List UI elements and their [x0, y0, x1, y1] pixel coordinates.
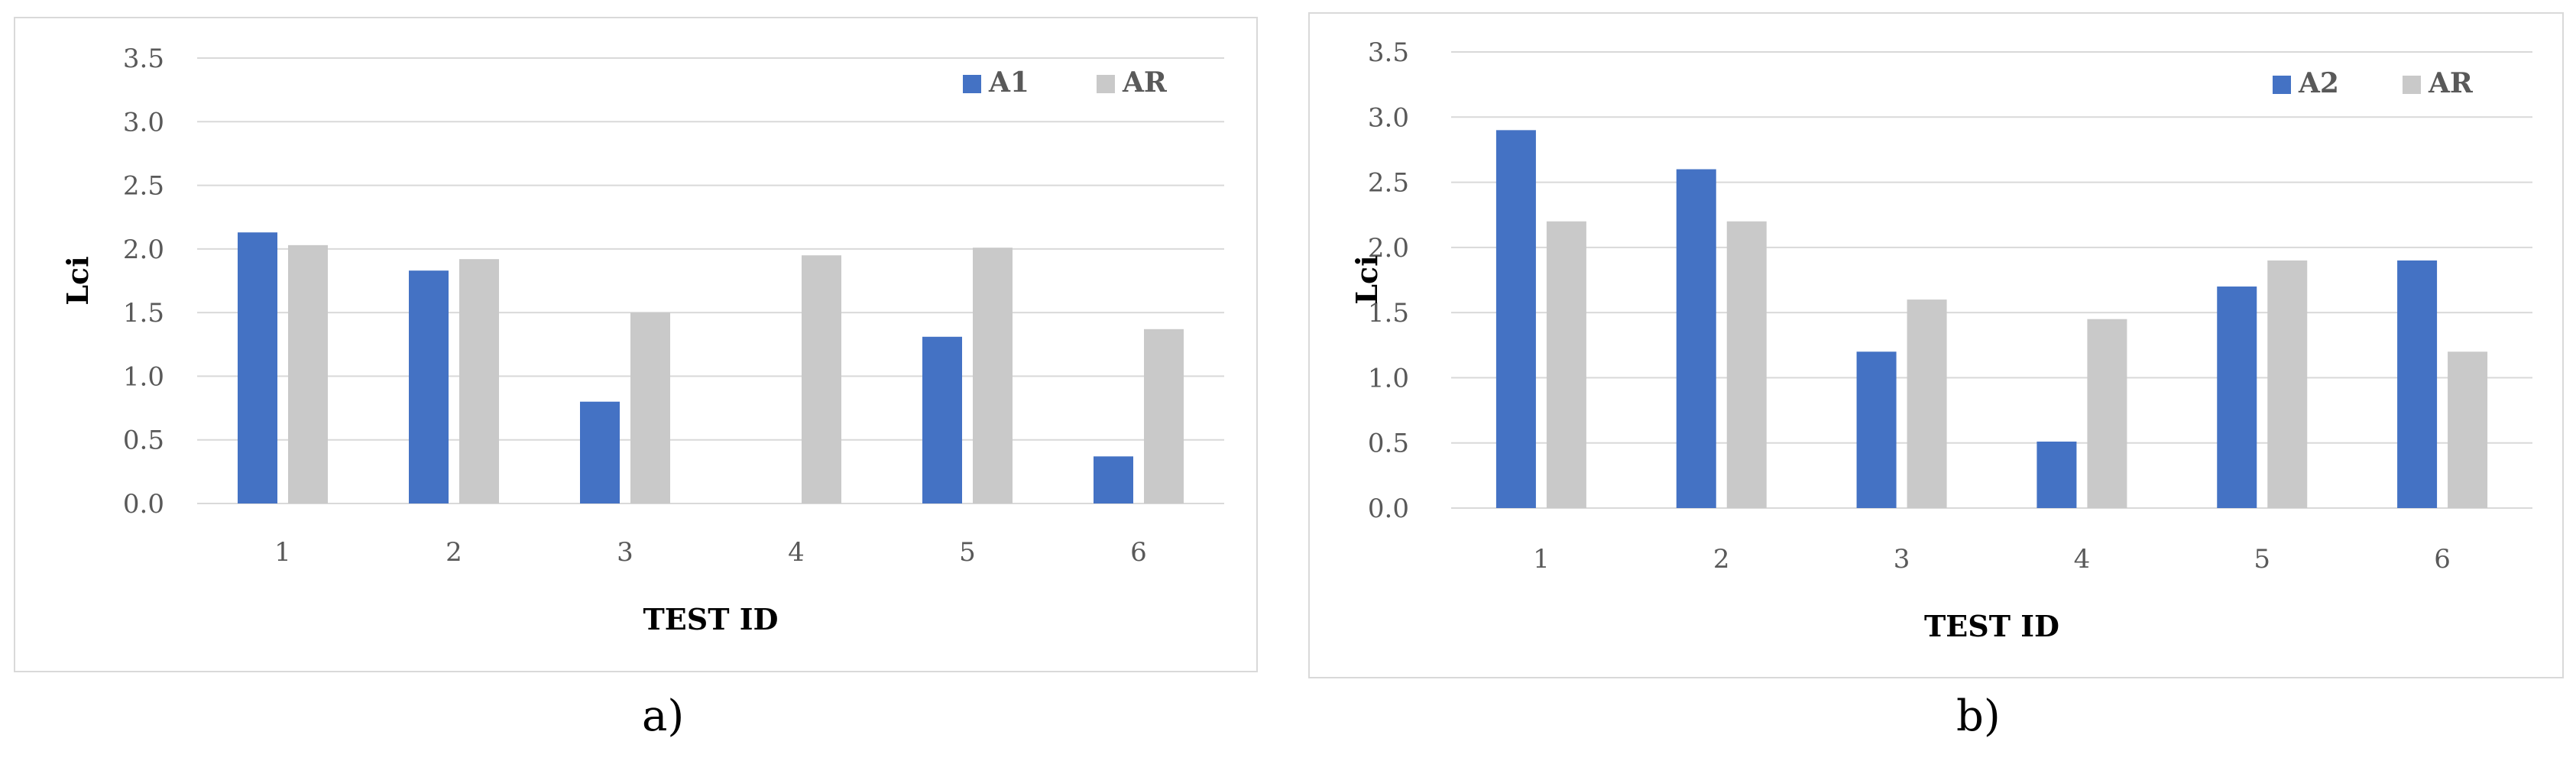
- x-tick-label: 1: [1533, 544, 1550, 575]
- y-tick-label: 3.5: [1368, 37, 1409, 68]
- bar-ar-test-5: [2267, 260, 2308, 508]
- x-tick-label: 1: [274, 537, 291, 568]
- bar-ar-test-6: [1144, 329, 1184, 503]
- legend-swatch-ar: [1097, 75, 1115, 93]
- bar-a2-test-3: [1856, 351, 1897, 508]
- bar-ar-test-2: [1726, 221, 1767, 508]
- legend-label-a2: A2: [2298, 67, 2339, 99]
- y-tick-label: 1.0: [1368, 363, 1409, 393]
- caption-a: a): [642, 691, 685, 741]
- y-tick-label: 2.0: [1368, 233, 1409, 264]
- caption-b: b): [1956, 691, 2001, 741]
- y-tick-label: 0.5: [123, 426, 164, 456]
- bar-ar-test-3: [1907, 299, 1947, 508]
- chart-b: 0.0 0.5 1.0 1.5 2.0 2.5 3.0 3.5 1 2 3 4 5 6 TEST ID Lci…: [1350, 37, 2532, 643]
- x-tick-label: 4: [2074, 544, 2091, 575]
- y-tick-label: 0.0: [1368, 494, 1409, 524]
- bar-ar-test-6: [2448, 351, 2488, 508]
- bar-a2-test-1: [1495, 130, 1536, 509]
- y-tick-label: 1.0: [123, 361, 164, 392]
- legend-swatch-a2: [2273, 76, 2291, 94]
- bar-a2-test-2: [1676, 169, 1716, 508]
- bar-ar-test-5: [973, 248, 1013, 503]
- bar-ar-test-4: [2087, 319, 2127, 508]
- chart-a: 0.0 0.5 1.0 1.5 2.0 2.5 3.0 3.5 1 2 3 4 5 6 TEST ID Lci…: [60, 44, 1224, 636]
- y-axis-title: Lci: [1350, 255, 1384, 304]
- x-tick-label: 6: [1130, 537, 1147, 568]
- x-tick-label: 4: [788, 537, 805, 568]
- x-tick-label: 6: [2434, 544, 2451, 575]
- x-tick-label: 5: [959, 537, 976, 568]
- y-axis-title: Lci: [60, 256, 95, 305]
- bar-a2-test-5: [2217, 286, 2257, 508]
- y-tick-label: 2.5: [1368, 168, 1409, 199]
- y-tick-label: 1.5: [123, 298, 164, 329]
- x-axis-title: TEST ID: [1924, 609, 2059, 643]
- x-tick-label: 3: [617, 537, 633, 568]
- x-tick-label: 2: [446, 537, 462, 568]
- bar-a1-test-3: [580, 401, 620, 503]
- bar-ar-test-4: [802, 255, 841, 503]
- y-tick-label: 0.5: [1368, 429, 1409, 459]
- bar-ar-test-1: [1546, 221, 1586, 508]
- y-tick-label: 2.5: [123, 171, 164, 202]
- legend-label-ar: AR: [1122, 66, 1168, 99]
- bar-a2-test-4: [2036, 442, 2077, 508]
- y-tick-label: 3.0: [1368, 102, 1409, 133]
- legend-swatch-a1: [963, 75, 981, 93]
- chart-panel-a: 0.0 0.5 1.0 1.5 2.0 2.5 3.0 3.5 1 2 3 4 5 6 TEST ID Lci…: [14, 17, 1258, 672]
- y-tick-label: 0.0: [123, 489, 164, 520]
- bar-ar-test-2: [459, 259, 499, 503]
- legend-label-ar: AR: [2428, 67, 2474, 99]
- x-axis-title: TEST ID: [643, 602, 779, 636]
- x-tick-label: 3: [1894, 544, 1910, 575]
- bar-a1-test-5: [922, 336, 962, 503]
- legend-label-a1: A1: [988, 66, 1029, 99]
- chart-panel-b: 0.0 0.5 1.0 1.5 2.0 2.5 3.0 3.5 1 2 3 4 5 6 TEST ID Lci…: [1308, 12, 2564, 678]
- y-tick-label: 3.0: [123, 107, 164, 138]
- bar-a1-test-6: [1094, 456, 1133, 503]
- y-tick-label: 1.5: [1368, 298, 1409, 329]
- bar-a1-test-2: [409, 270, 449, 503]
- bar-ar-test-1: [288, 244, 328, 503]
- legend-swatch-ar: [2403, 76, 2421, 94]
- bar-ar-test-3: [630, 312, 670, 503]
- bar-a2-test-6: [2397, 260, 2438, 508]
- x-tick-label: 2: [1713, 544, 1730, 575]
- x-tick-label: 5: [2254, 544, 2270, 575]
- bar-a1-test-1: [238, 232, 277, 503]
- y-tick-label: 2.0: [123, 235, 164, 265]
- y-tick-label: 3.5: [123, 44, 164, 74]
